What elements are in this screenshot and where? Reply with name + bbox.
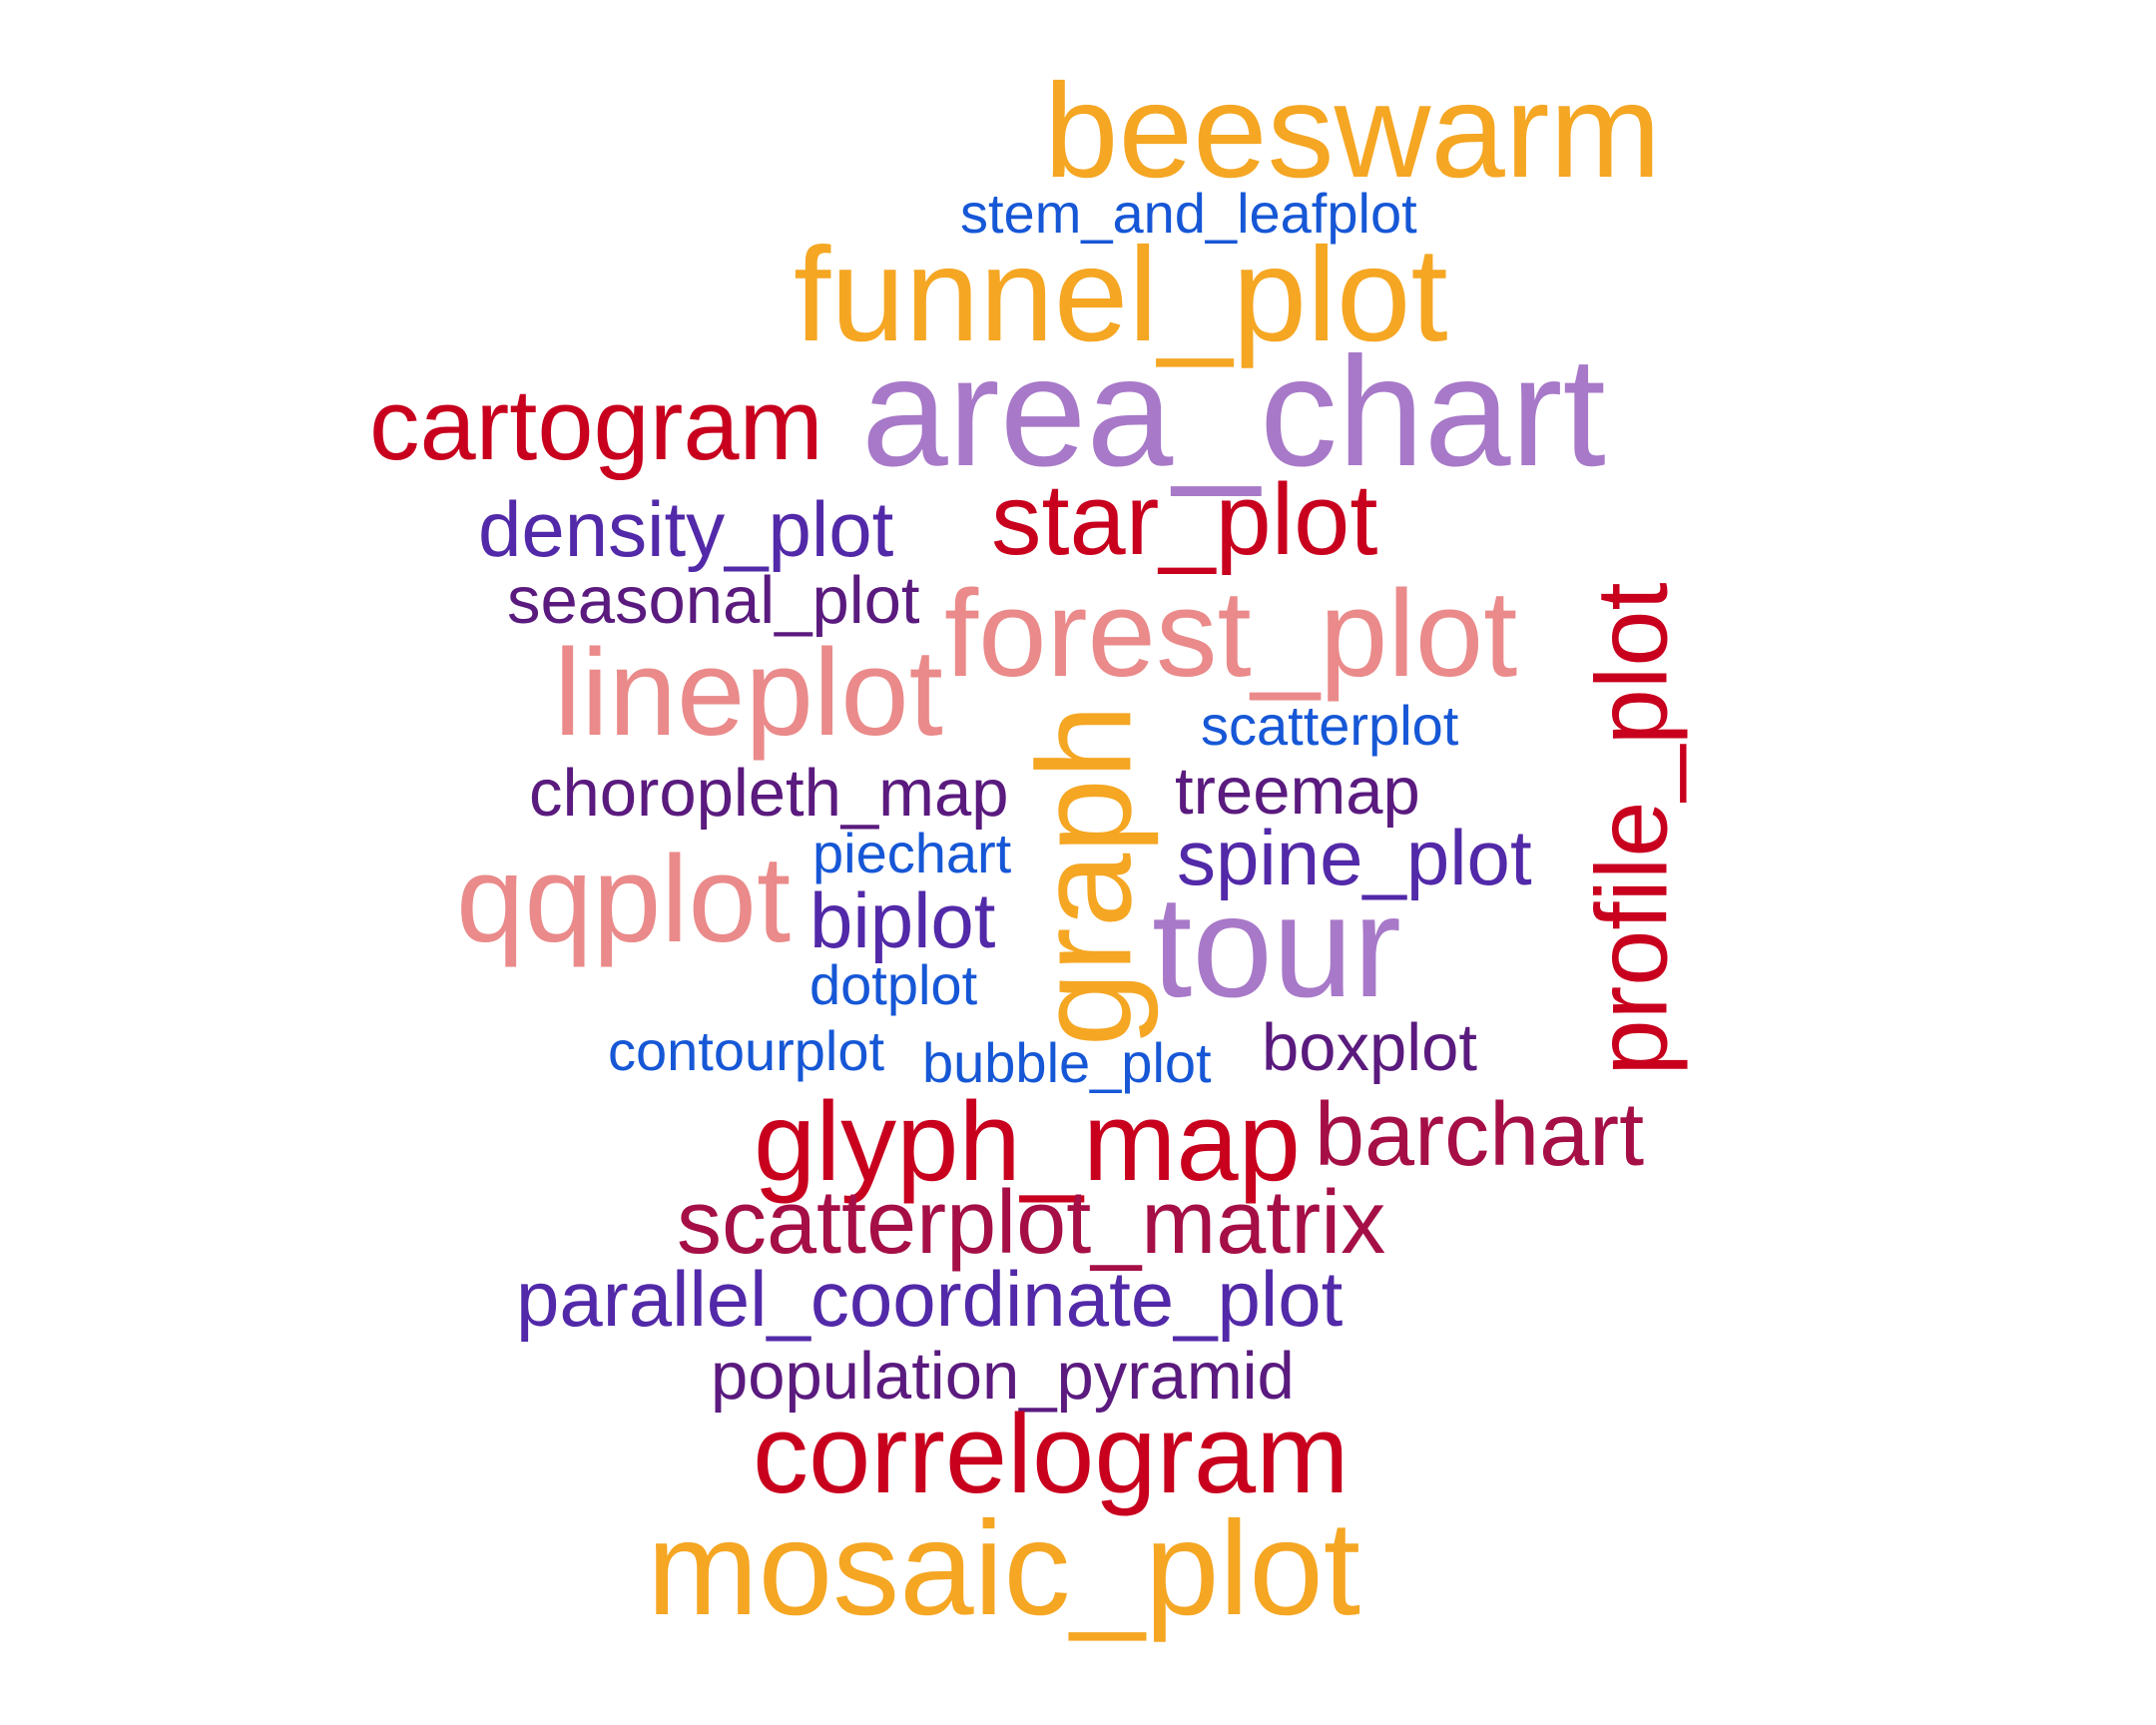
word-scatterplot-matrix: scatterplot_matrix [677,1173,1386,1273]
word-population-pyramid: population_pyramid [711,1339,1295,1414]
word-glyph-map: glyph_map [754,1079,1301,1204]
word-qqplot: qqplot [456,832,792,968]
word-tour: tour [1152,865,1401,1027]
word-parallel-coordinate-plot: parallel_coordinate_plot [516,1255,1344,1343]
word-contourplot: contourplot [608,1019,885,1082]
word-funnel-plot: funnel_plot [794,221,1448,369]
word-profile-plot: profile_plot [1576,581,1689,1076]
word-seasonal-plot: seasonal_plot [507,563,920,638]
word-biplot: biplot [809,876,996,964]
word-lineplot: lineplot [554,625,943,762]
word-cartogram: cartogram [369,369,823,481]
word-spine-plot: spine_plot [1177,814,1532,901]
word-star-plot: star_plot [991,464,1378,576]
word-piechart: piechart [812,822,1012,884]
word-scatterplot: scatterplot [1201,694,1459,757]
word-mosaic-plot: mosaic_plot [647,1494,1361,1643]
word-correlogram: correlogram [753,1392,1349,1516]
word-stem-and-leafplot: stem_and_leafplot [960,182,1417,245]
word-area-chart: area_chart [861,325,1606,499]
word-boxplot: boxplot [1262,1010,1478,1085]
word-choropleth-map: choropleth_map [529,756,1009,831]
word-dotplot: dotplot [809,953,978,1016]
word-density-plot: density_plot [478,485,894,573]
word-bubble-plot: bubble_plot [922,1031,1212,1094]
word-forest-plot: forest_plot [944,566,1518,703]
word-treemap: treemap [1175,754,1420,829]
word-barchart: barchart [1315,1085,1645,1185]
word-graph: graph [1009,704,1159,1047]
word-beeswarm: beeswarm [1044,57,1662,206]
